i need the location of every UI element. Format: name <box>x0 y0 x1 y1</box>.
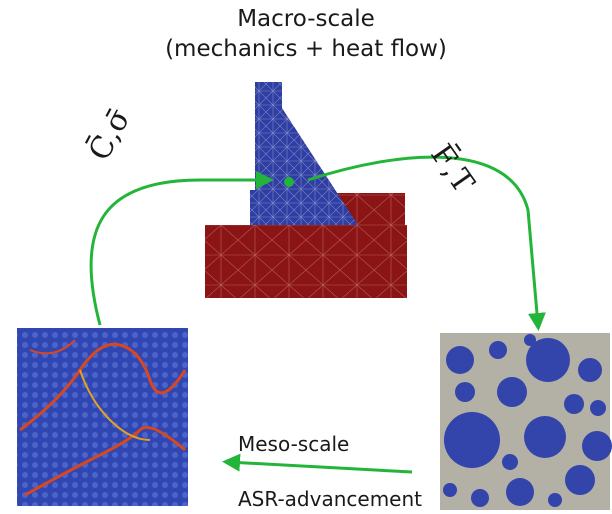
downstream-mesh <box>322 193 405 225</box>
macro-scale-title: Macro-scale <box>237 6 375 32</box>
meso-scale-label: Meso-scale <box>238 432 350 456</box>
meso-aggregate-image <box>440 333 612 510</box>
dam-body-mesh <box>205 82 358 225</box>
scale-coupling-arrows <box>89 155 546 474</box>
material-point-icon <box>284 177 294 187</box>
meso-damage-image <box>17 328 188 506</box>
macro-dam-mesh <box>205 82 407 298</box>
foundation-mesh <box>205 225 407 298</box>
meso-process-arrow <box>222 453 413 474</box>
upscale-arrow <box>89 171 274 326</box>
downscale-arrow <box>307 155 546 331</box>
asr-advancement-label: ASR-advancement <box>238 487 423 511</box>
macro-scale-subtitle: (mechanics + heat flow) <box>165 36 447 62</box>
